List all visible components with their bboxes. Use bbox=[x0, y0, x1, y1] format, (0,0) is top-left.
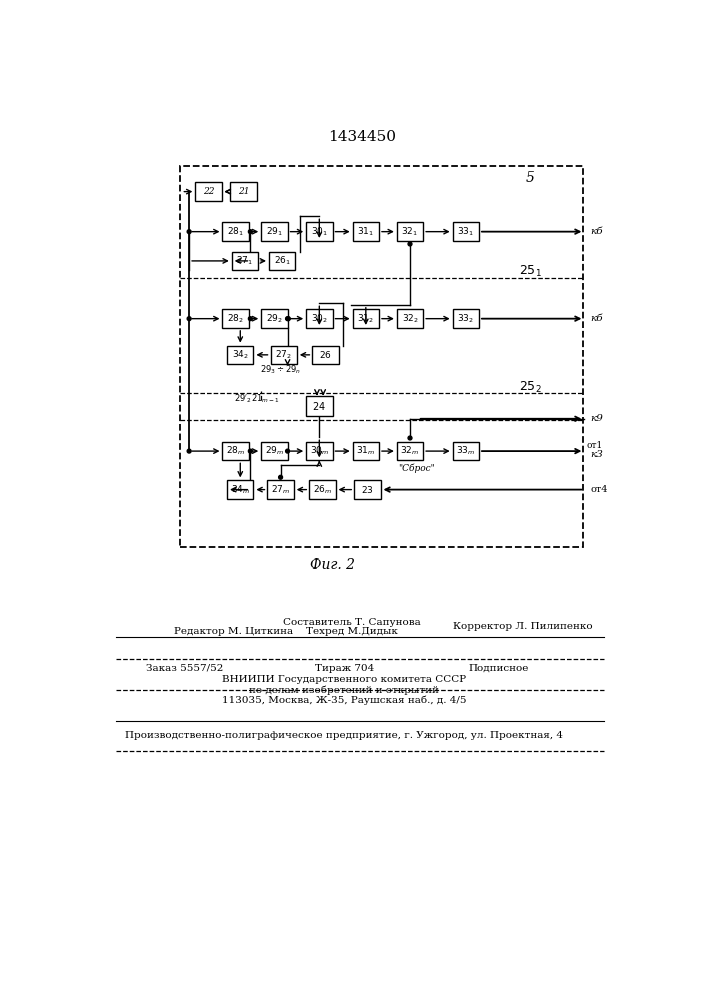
Bar bbox=[180, 166, 583, 547]
Text: кб: кб bbox=[590, 227, 603, 236]
Circle shape bbox=[187, 230, 191, 234]
Text: $27_2$: $27_2$ bbox=[275, 349, 292, 361]
Text: $21_{m-1}$: $21_{m-1}$ bbox=[251, 392, 279, 405]
Text: $33_1$: $33_1$ bbox=[457, 225, 474, 238]
Text: $32_m$: $32_m$ bbox=[400, 445, 420, 457]
Text: $30_1$: $30_1$ bbox=[311, 225, 328, 238]
Circle shape bbox=[187, 449, 191, 453]
Bar bbox=[230, 182, 257, 201]
Text: 1434450: 1434450 bbox=[328, 130, 396, 144]
Text: $26_1$: $26_1$ bbox=[274, 255, 291, 267]
Bar bbox=[227, 346, 253, 364]
Bar bbox=[312, 346, 339, 364]
Text: $30_m$: $30_m$ bbox=[310, 445, 329, 457]
Text: $26$: $26$ bbox=[319, 349, 332, 360]
Text: Корректор Л. Пилипенко: Корректор Л. Пилипенко bbox=[452, 622, 592, 631]
Text: $31_2$: $31_2$ bbox=[357, 312, 374, 325]
Text: от1: от1 bbox=[587, 441, 603, 450]
Text: $29_2$: $29_2$ bbox=[266, 312, 283, 325]
Text: 5: 5 bbox=[526, 171, 534, 185]
Text: $26_m$: $26_m$ bbox=[312, 483, 332, 496]
Text: $25_2$: $25_2$ bbox=[519, 380, 542, 395]
Text: $28_1$: $28_1$ bbox=[227, 225, 244, 238]
Text: $28_m$: $28_m$ bbox=[226, 445, 245, 457]
Text: $33_m$: $33_m$ bbox=[456, 445, 476, 457]
Text: $30_2$: $30_2$ bbox=[311, 312, 328, 325]
Circle shape bbox=[408, 242, 412, 246]
Circle shape bbox=[286, 317, 289, 321]
Text: $29_m$: $29_m$ bbox=[264, 445, 284, 457]
Text: $34_2$: $34_2$ bbox=[232, 349, 249, 361]
Text: $31_1$: $31_1$ bbox=[357, 225, 374, 238]
Text: $27_m$: $27_m$ bbox=[271, 483, 291, 496]
Bar bbox=[223, 222, 249, 241]
Text: Подписное: Подписное bbox=[469, 664, 530, 673]
Text: Заказ 5557/52: Заказ 5557/52 bbox=[146, 664, 224, 673]
Text: $23$: $23$ bbox=[361, 484, 374, 495]
Bar bbox=[306, 222, 332, 241]
Bar bbox=[397, 442, 423, 460]
Bar bbox=[452, 222, 479, 241]
Bar bbox=[306, 442, 332, 460]
Bar bbox=[261, 309, 288, 328]
Bar bbox=[223, 309, 249, 328]
Text: Редактор М. Циткина: Редактор М. Циткина bbox=[174, 627, 293, 636]
Text: 113035, Москва, Ж-35, Раушская наб., д. 4/5: 113035, Москва, Ж-35, Раушская наб., д. … bbox=[222, 696, 467, 705]
Bar bbox=[271, 346, 297, 364]
Bar bbox=[261, 442, 288, 460]
Text: $29_3 \div 29_n$: $29_3 \div 29_n$ bbox=[260, 364, 301, 376]
Text: по делам изобретений и открытий: по делам изобретений и открытий bbox=[249, 685, 439, 695]
Text: Производственно-полиграфическое предприятие, г. Ужгород, ул. Проектная, 4: Производственно-полиграфическое предприя… bbox=[125, 732, 563, 740]
Bar bbox=[353, 442, 379, 460]
Bar bbox=[354, 480, 380, 499]
Bar bbox=[223, 442, 249, 460]
Text: $29'_2$: $29'_2$ bbox=[235, 392, 252, 405]
Text: $34_m$: $34_m$ bbox=[230, 483, 250, 496]
Bar bbox=[269, 252, 296, 270]
Text: $29_1$: $29_1$ bbox=[266, 225, 283, 238]
Bar bbox=[397, 222, 423, 241]
Bar bbox=[452, 442, 479, 460]
Circle shape bbox=[408, 436, 412, 440]
Bar bbox=[232, 252, 258, 270]
Text: от4: от4 bbox=[590, 485, 608, 494]
Text: Фиг. 2: Фиг. 2 bbox=[310, 558, 355, 572]
Text: "Сброс": "Сброс" bbox=[398, 463, 435, 473]
Circle shape bbox=[279, 475, 283, 479]
Circle shape bbox=[286, 449, 289, 453]
Bar bbox=[306, 309, 332, 328]
Bar bbox=[306, 396, 332, 416]
Text: $24$: $24$ bbox=[312, 400, 326, 412]
Circle shape bbox=[286, 317, 291, 321]
Text: $28_2$: $28_2$ bbox=[227, 312, 244, 325]
Bar bbox=[227, 480, 253, 499]
Circle shape bbox=[187, 317, 191, 321]
Text: Составитель Т. Сапунова: Составитель Т. Сапунова bbox=[283, 618, 421, 627]
Text: 22: 22 bbox=[203, 187, 214, 196]
Text: $32_1$: $32_1$ bbox=[402, 225, 419, 238]
Circle shape bbox=[248, 449, 252, 453]
Text: $33_2$: $33_2$ bbox=[457, 312, 474, 325]
Bar bbox=[261, 222, 288, 241]
Text: 21: 21 bbox=[238, 187, 249, 196]
Text: $27_1$: $27_1$ bbox=[236, 255, 253, 267]
Circle shape bbox=[248, 317, 252, 321]
Bar bbox=[353, 309, 379, 328]
Text: Техред М.Дидык: Техред М.Дидык bbox=[306, 627, 398, 636]
Text: $32_2$: $32_2$ bbox=[402, 312, 419, 325]
Bar bbox=[397, 309, 423, 328]
Text: $25_1$: $25_1$ bbox=[519, 264, 542, 279]
Text: к3: к3 bbox=[590, 450, 604, 459]
Bar bbox=[267, 480, 293, 499]
Text: $31_m$: $31_m$ bbox=[356, 445, 375, 457]
Bar bbox=[309, 480, 336, 499]
Text: к9: к9 bbox=[590, 414, 604, 423]
Text: ВНИИПИ Государственного комитета СССР: ВНИИПИ Государственного комитета СССР bbox=[222, 675, 466, 684]
Bar bbox=[195, 182, 222, 201]
Text: кб: кб bbox=[590, 314, 603, 323]
Bar bbox=[353, 222, 379, 241]
Circle shape bbox=[248, 230, 252, 234]
Bar bbox=[452, 309, 479, 328]
Text: Тираж 704: Тираж 704 bbox=[315, 664, 374, 673]
